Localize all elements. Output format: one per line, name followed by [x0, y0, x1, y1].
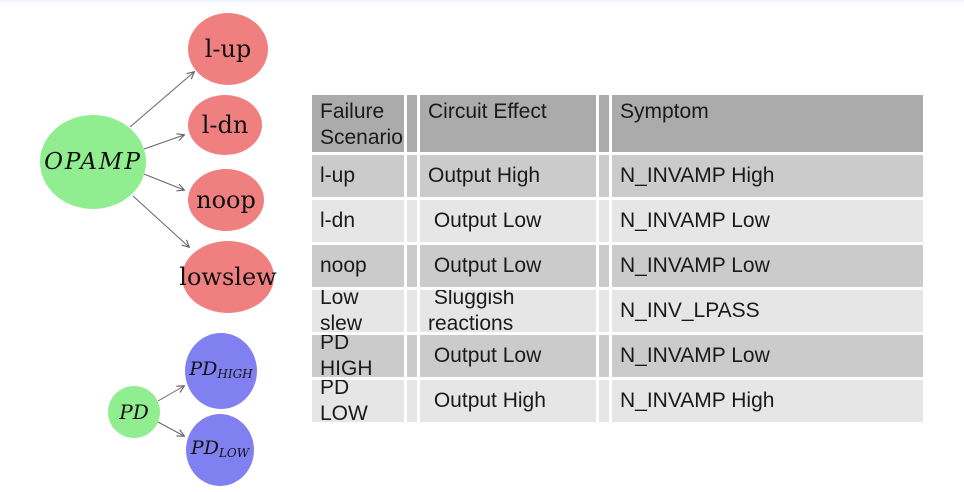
window-top-edge: [0, 0, 964, 4]
cell-spacer: [407, 245, 417, 287]
cell-effect: Output Low: [420, 200, 596, 242]
fault-tree-diagram: OPAMP l-up l-dn noop lowslew PD PDHIGH P…: [40, 13, 277, 486]
pd-low-main: PD: [190, 437, 219, 459]
edge-opamp-noop: [143, 173, 184, 190]
edge-opamp-lowslew: [132, 195, 189, 247]
header-failure-scenario: Failure Scenario: [312, 95, 404, 152]
cell-effect: Output Low: [420, 335, 596, 377]
cell-scenario: l-up: [312, 155, 404, 197]
cell-spacer: [599, 245, 609, 287]
edge-pd-pdlow: [157, 421, 184, 436]
cell-spacer: [407, 380, 417, 422]
cell-scenario: Low slew: [312, 290, 404, 332]
cell-effect: Output High: [420, 155, 596, 197]
header-spacer-2: [599, 95, 609, 152]
node-pd-high: [185, 333, 257, 409]
node-l-dn: [188, 95, 262, 155]
node-pd-label: PD: [118, 400, 149, 424]
node-pd-high-label: PDHIGH: [188, 358, 253, 381]
cell-spacer: [407, 290, 417, 332]
cell-symptom: N_INV_LPASS: [612, 290, 923, 332]
cell-effect: Output Low: [420, 245, 596, 287]
pd-low-subscript: LOW: [218, 446, 251, 460]
cell-spacer: [599, 380, 609, 422]
cell-symptom: N_INVAMP Low: [612, 335, 923, 377]
cell-symptom: N_INVAMP High: [612, 380, 923, 422]
pd-high-subscript: HIGH: [216, 367, 253, 381]
header-spacer-1: [407, 95, 417, 152]
cell-symptom: N_INVAMP High: [612, 155, 923, 197]
cell-scenario: PD LOW: [312, 380, 404, 422]
node-lowslew-label: lowslew: [179, 263, 277, 291]
node-noop-label: noop: [196, 186, 256, 214]
cell-spacer: [407, 155, 417, 197]
cell-spacer: [599, 290, 609, 332]
edge-opamp-ldn: [143, 135, 184, 150]
node-pd-low: [186, 414, 254, 486]
node-noop: [188, 169, 264, 231]
cell-scenario: noop: [312, 245, 404, 287]
cell-effect: Output High: [420, 380, 596, 422]
cell-spacer: [599, 335, 609, 377]
node-l-dn-label: l-dn: [202, 111, 249, 139]
node-l-up: [188, 13, 268, 85]
node-pd-low-label: PDLOW: [190, 437, 251, 460]
header-circuit-effect: Circuit Effect: [420, 95, 596, 152]
node-opamp-label: OPAMP: [44, 149, 142, 175]
cell-spacer: [407, 200, 417, 242]
cell-spacer: [599, 155, 609, 197]
cell-scenario: l-dn: [312, 200, 404, 242]
cell-effect: Sluggish reactions: [420, 290, 596, 332]
edge-opamp-lup: [129, 72, 194, 128]
header-symptom: Symptom: [612, 95, 923, 152]
cell-scenario: PD HIGH: [312, 335, 404, 377]
cell-spacer: [599, 200, 609, 242]
edge-pd-pdhigh: [157, 386, 184, 402]
node-opamp: [40, 115, 146, 209]
node-lowslew: [182, 241, 274, 313]
cell-symptom: N_INVAMP Low: [612, 200, 923, 242]
node-pd: [108, 386, 160, 438]
failure-scenario-table: Failure Scenario Circuit Effect Symptom …: [312, 95, 923, 422]
cell-spacer: [407, 335, 417, 377]
cell-symptom: N_INVAMP Low: [612, 245, 923, 287]
node-l-up-label: l-up: [205, 35, 252, 63]
pd-high-main: PD: [188, 358, 217, 380]
